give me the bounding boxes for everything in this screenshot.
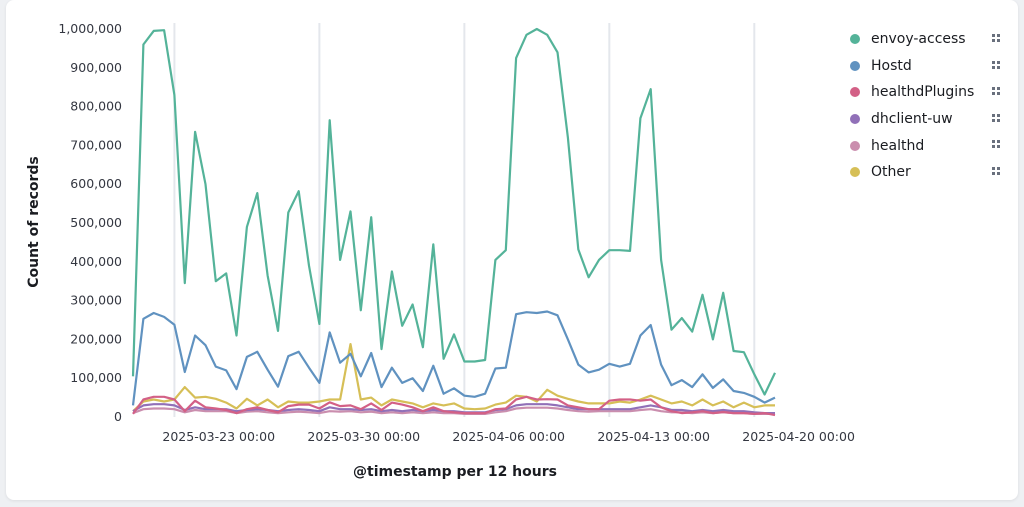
y-tick-label: 300,000 (70, 293, 122, 308)
series-line-hostd (131, 310, 776, 406)
y-tick-label: 500,000 (70, 215, 122, 230)
legend-label: Hostd (871, 57, 912, 74)
legend-label: healthd (871, 137, 925, 154)
legend-options-icon[interactable] (992, 60, 1000, 69)
legend-label: dhclient-uw (871, 111, 953, 128)
x-tick-label: 2025-03-23 00:00 (162, 429, 275, 444)
y-axis-ticks: 0 100,000 200,000 300,000 400,000 500,000 600,… (58, 21, 122, 424)
legend-item-hostd[interactable]: Hostd (850, 53, 1010, 80)
legend-color-dot (850, 140, 860, 151)
legend-item-other[interactable]: Other (850, 159, 1010, 186)
x-tick-label: 2025-04-13 00:00 (597, 429, 710, 444)
legend-color-dot (850, 114, 860, 125)
legend-color-dot (850, 34, 860, 45)
y-tick-label: 600,000 (70, 176, 122, 191)
series-line-healthdplugins (132, 395, 776, 417)
legend-item-healthdplugins[interactable]: healthdPlugins (850, 79, 1010, 106)
series-line-envoy-access (131, 27, 776, 396)
y-tick-label: 400,000 (70, 254, 122, 269)
legend-label: Other (871, 164, 911, 181)
x-axis-title: @timestamp per 12 hours (353, 464, 557, 480)
legend-options-icon[interactable] (992, 166, 1000, 175)
legend-options-icon[interactable] (992, 113, 1000, 122)
legend-options-icon[interactable] (992, 34, 1000, 42)
legend-item-dhclient-uw[interactable]: dhclient-uw (850, 106, 1010, 133)
legend-item-healthd[interactable]: healthd (850, 132, 1010, 159)
y-tick-label: 900,000 (70, 60, 122, 75)
legend-options-icon[interactable] (992, 140, 1000, 149)
chart-legend: envoy-access Hostd healthdPlugins dhclient-… (850, 26, 1010, 186)
legend-options-icon[interactable] (992, 87, 1000, 96)
x-tick-label: 2025-03-30 00:00 (307, 429, 420, 444)
x-tick-label: 2025-04-20 00:00 (742, 429, 855, 444)
legend-label: envoy-access (871, 31, 966, 48)
legend-color-dot (850, 167, 860, 178)
y-tick-label: 0 (114, 409, 122, 424)
legend-label: healthdPlugins (871, 84, 975, 101)
y-axis-title: Count of records (26, 156, 42, 288)
y-tick-label: 1,000,000 (58, 21, 122, 36)
y-tick-label: 800,000 (70, 99, 122, 114)
x-tick-label: 2025-04-06 00:00 (452, 429, 565, 444)
legend-item-envoy-access[interactable]: envoy-access (850, 26, 1010, 53)
series-lines (131, 27, 776, 417)
y-tick-label: 700,000 (70, 137, 122, 152)
y-tick-label: 100,000 (70, 370, 122, 385)
x-axis-ticks: 2025-03-23 00:00 2025-03-30 00:00 2025-04-… (162, 429, 855, 444)
legend-color-dot (850, 87, 860, 98)
series-line-other (132, 343, 775, 413)
y-tick-label: 200,000 (70, 331, 122, 346)
legend-color-dot (850, 60, 860, 71)
